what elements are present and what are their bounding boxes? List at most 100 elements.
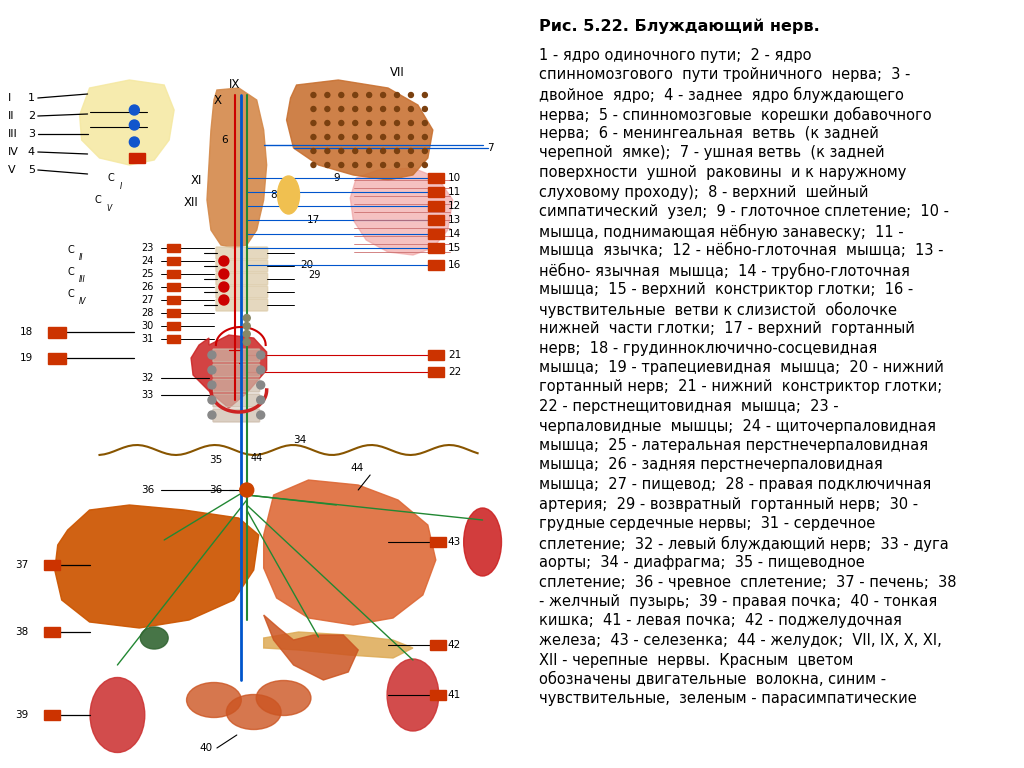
Text: 38: 38: [15, 627, 29, 637]
Circle shape: [352, 121, 357, 125]
Text: IX: IX: [228, 78, 241, 91]
Text: I: I: [8, 93, 11, 103]
Circle shape: [219, 282, 228, 292]
Text: черепной  ямке);  7 - ушная ветвь  (к задней: черепной ямке); 7 - ушная ветвь (к задне…: [540, 145, 885, 161]
Circle shape: [381, 134, 386, 140]
FancyBboxPatch shape: [213, 364, 260, 377]
Circle shape: [208, 411, 216, 419]
Circle shape: [367, 163, 372, 167]
FancyBboxPatch shape: [216, 299, 267, 311]
Circle shape: [129, 105, 139, 115]
Bar: [428, 367, 443, 377]
Circle shape: [311, 92, 316, 98]
Circle shape: [381, 92, 386, 98]
Text: аорты;  34 - диафрагма;  35 - пищеводное: аорты; 34 - диафрагма; 35 - пищеводное: [540, 555, 865, 570]
Bar: [167, 283, 180, 291]
Text: C: C: [68, 267, 75, 277]
Text: 6: 6: [221, 135, 227, 145]
Text: 1 - ядро одиночного пути;  2 - ядро: 1 - ядро одиночного пути; 2 - ядро: [540, 48, 812, 63]
Circle shape: [129, 137, 139, 147]
Text: Рис. 5.22. Блуждающий нерв.: Рис. 5.22. Блуждающий нерв.: [540, 18, 820, 34]
Bar: [428, 350, 443, 360]
Ellipse shape: [387, 659, 439, 731]
Circle shape: [325, 148, 330, 154]
Text: 36: 36: [209, 485, 222, 495]
Text: обозначены двигательные  волокна, синим -: обозначены двигательные волокна, синим -: [540, 672, 887, 687]
Circle shape: [208, 351, 216, 359]
FancyBboxPatch shape: [216, 273, 267, 285]
Text: 41: 41: [447, 690, 461, 700]
Text: мышца, поднимающая нёбную занавеску;  11 -: мышца, поднимающая нёбную занавеску; 11 …: [540, 223, 904, 240]
Bar: [430, 690, 445, 700]
Circle shape: [422, 148, 427, 154]
Text: нерва;  5 - спинномозговые  корешки добавочного: нерва; 5 - спинномозговые корешки добаво…: [540, 107, 932, 123]
Bar: [428, 260, 443, 270]
FancyBboxPatch shape: [216, 286, 267, 298]
Text: 27: 27: [141, 295, 154, 305]
Text: - желчный  пузырь;  39 - правая почка;  40 - тонкая: - желчный пузырь; 39 - правая почка; 40 …: [540, 594, 938, 609]
Text: 21: 21: [447, 350, 461, 360]
Circle shape: [409, 107, 414, 111]
FancyBboxPatch shape: [216, 260, 267, 272]
Circle shape: [422, 92, 427, 98]
Circle shape: [367, 92, 372, 98]
Circle shape: [219, 256, 228, 266]
Circle shape: [325, 163, 330, 167]
Text: нёбно- язычная  мышца;  14 - трубно-глоточная: нёбно- язычная мышца; 14 - трубно-глоточ…: [540, 263, 910, 279]
Text: 18: 18: [19, 327, 33, 337]
Circle shape: [208, 366, 216, 374]
Ellipse shape: [464, 508, 502, 576]
Text: сплетение;  36 - чревное  сплетение;  37 - печень;  38: сплетение; 36 - чревное сплетение; 37 - …: [540, 574, 956, 590]
Text: C: C: [94, 195, 101, 205]
Circle shape: [394, 121, 399, 125]
Circle shape: [339, 107, 344, 111]
Bar: [428, 187, 443, 197]
Text: черпаловидные  мышцы;  24 - щиточерпаловидная: черпаловидные мышцы; 24 - щиточерпаловид…: [540, 419, 936, 433]
Text: 7: 7: [487, 143, 495, 153]
Bar: [48, 326, 66, 337]
Text: грудные сердечные нервы;  31 - сердечное: грудные сердечные нервы; 31 - сердечное: [540, 516, 876, 531]
Circle shape: [422, 107, 427, 111]
Text: 22 - перстнещитовидная  мышца;  23 -: 22 - перстнещитовидная мышца; 23 -: [540, 399, 839, 414]
Circle shape: [311, 107, 316, 111]
Circle shape: [367, 148, 372, 154]
Text: IV: IV: [79, 297, 86, 306]
Text: 30: 30: [141, 321, 154, 331]
Text: III: III: [79, 275, 85, 284]
Circle shape: [244, 323, 250, 329]
Text: III: III: [8, 129, 17, 139]
Bar: [430, 640, 445, 650]
Text: мышца;  27 - пищевод;  28 - правая подключичная: мышца; 27 - пищевод; 28 - правая подключ…: [540, 477, 932, 492]
Text: 36: 36: [141, 485, 155, 495]
Circle shape: [352, 134, 357, 140]
Circle shape: [367, 134, 372, 140]
Ellipse shape: [278, 176, 299, 214]
Circle shape: [409, 163, 414, 167]
Circle shape: [422, 163, 427, 167]
Polygon shape: [264, 632, 413, 658]
Text: нерва;  6 - менингеальная  ветвь  (к задней: нерва; 6 - менингеальная ветвь (к задней: [540, 126, 880, 141]
Circle shape: [381, 107, 386, 111]
Polygon shape: [54, 505, 259, 628]
Circle shape: [208, 381, 216, 389]
FancyBboxPatch shape: [216, 247, 267, 259]
Text: 44: 44: [251, 453, 263, 463]
Ellipse shape: [256, 680, 311, 716]
Circle shape: [311, 148, 316, 154]
FancyBboxPatch shape: [213, 394, 260, 407]
Circle shape: [352, 92, 357, 98]
Text: 3: 3: [28, 129, 35, 139]
Text: артерия;  29 - возвратный  гортанный нерв;  30 -: артерия; 29 - возвратный гортанный нерв;…: [540, 496, 919, 511]
Circle shape: [208, 396, 216, 404]
Text: 24: 24: [141, 256, 154, 266]
Text: 9: 9: [334, 173, 340, 183]
Circle shape: [394, 107, 399, 111]
Circle shape: [244, 330, 250, 337]
Circle shape: [339, 134, 344, 140]
Polygon shape: [287, 80, 433, 180]
Circle shape: [339, 148, 344, 154]
Bar: [167, 257, 180, 265]
Text: двойное  ядро;  4 - заднее  ядро блуждающего: двойное ядро; 4 - заднее ядро блуждающег…: [540, 87, 904, 103]
Circle shape: [257, 366, 264, 374]
Text: поверхности  ушной  раковины  и к наружному: поверхности ушной раковины и к наружному: [540, 165, 907, 180]
